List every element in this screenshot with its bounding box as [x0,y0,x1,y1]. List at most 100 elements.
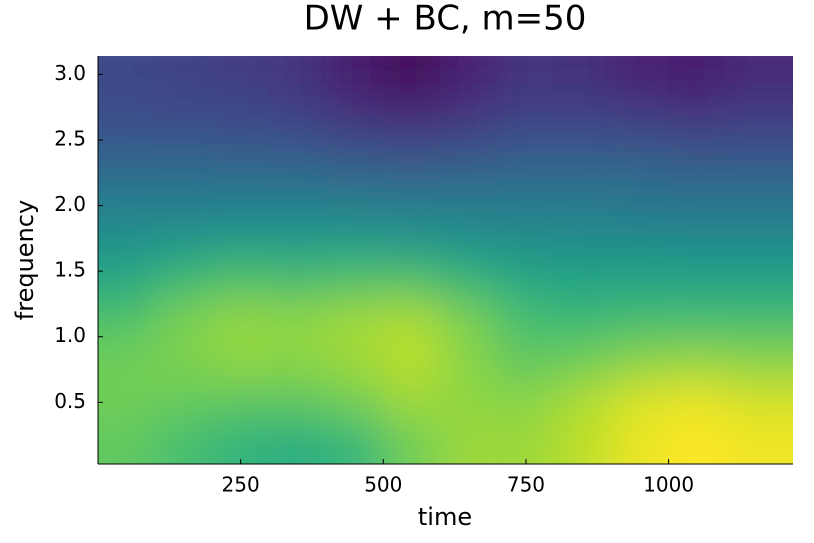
heatmap-cell [98,137,156,180]
heatmap-cell [382,96,441,139]
heatmap-cell [611,218,670,261]
heatmap-cell [553,259,613,302]
heatmap-cell [98,96,156,139]
heatmap-cell [725,300,793,342]
heatmap-cell [325,259,384,302]
heatmap-cell [439,300,498,342]
heatmap-cell [382,381,441,424]
heatmap-cell [725,422,793,464]
heatmap-cell [268,422,327,464]
heatmap-cell [268,259,327,302]
heatmap-cell [382,259,441,302]
heatmap-cell [211,137,270,180]
heatmap-cell [496,56,555,98]
heatmap-cell [154,300,213,342]
heatmap-cell [268,381,327,424]
heatmap-cell [668,300,727,342]
heatmap-cell [325,381,384,424]
heatmap-cell [553,137,613,180]
heatmap-cell [611,178,670,220]
heatmap-cell [553,381,613,424]
heatmap-cell [611,340,670,383]
x-tick-label: 750 [507,473,545,497]
y-tick-label: 2.0 [54,192,86,216]
heatmap-cell [553,422,613,464]
heatmap-cell [98,300,156,342]
heatmap-cell [668,137,727,180]
heatmap-cell [268,300,327,342]
heatmap-cell [611,56,670,98]
heatmap-cell [325,218,384,261]
heatmap-cell [325,56,384,98]
heatmap-cell [496,422,555,464]
heatmap-cell [268,96,327,139]
heatmap-cell [668,422,727,464]
y-tick-label: 1.0 [54,323,86,347]
heatmap-cell [268,56,327,98]
heatmap-cell [725,178,793,220]
heatmap-cell [325,340,384,383]
y-axis-label: frequency [11,200,39,320]
heatmap-cell [154,137,213,180]
heatmap-cell [725,56,793,98]
heatmap-cell [439,340,498,383]
x-tick-label: 250 [222,473,260,497]
heatmap-cell [98,381,156,424]
heatmap-cell [553,300,613,342]
heatmap-cell [725,96,793,139]
heatmap-cell [439,381,498,424]
heatmap-cell [439,259,498,302]
heatmap-cell [382,178,441,220]
y-tick-label: 3.0 [54,61,86,85]
heatmap-cell [611,300,670,342]
heatmap-cell [439,96,498,139]
heatmap-cell [725,137,793,180]
heatmap-cell [439,178,498,220]
heatmap-cell [211,259,270,302]
heatmap-cell [211,218,270,261]
heatmap-cell [496,137,555,180]
heatmap-cell [439,56,498,98]
heatmap-cell [382,340,441,383]
heatmap-cell [725,218,793,261]
x-tick-label: 500 [364,473,402,497]
heatmap-cell [154,218,213,261]
heatmap-cell [211,422,270,464]
heatmap-cell [611,137,670,180]
heatmap-cell [154,422,213,464]
heatmap-cell [668,178,727,220]
heatmap-cell [211,56,270,98]
heatmap-cell [98,259,156,302]
heatmap-cell [668,218,727,261]
heatmap-cell [496,381,555,424]
heatmap-cell [725,259,793,302]
heatmap-cell [439,422,498,464]
x-axis-label: time [418,503,472,531]
heatmap-cell [211,178,270,220]
heatmap-cell [382,300,441,342]
heatmap-cell [211,96,270,139]
heatmap-cell [382,56,441,98]
heatmap-cell [154,56,213,98]
heatmap-cell [382,218,441,261]
heatmap-cell [496,96,555,139]
heatmap-cell [439,218,498,261]
heatmap-cell [496,218,555,261]
heatmap-cell [496,300,555,342]
heatmap-cell [98,178,156,220]
heatmap-cell [611,381,670,424]
heatmap-cell [725,381,793,424]
heatmap-cell [154,340,213,383]
heatmap-cell [382,137,441,180]
heatmap-cell [98,422,156,464]
y-tick-label: 2.5 [54,126,86,150]
heatmap-cell [211,300,270,342]
chart-title: DW + BC, m=50 [304,0,587,39]
heatmap-cell [439,137,498,180]
heatmap-cell [611,259,670,302]
heatmap-cell [668,96,727,139]
heatmap-cell [611,96,670,139]
heatmap-cell [382,422,441,464]
heatmap-cell [668,381,727,424]
